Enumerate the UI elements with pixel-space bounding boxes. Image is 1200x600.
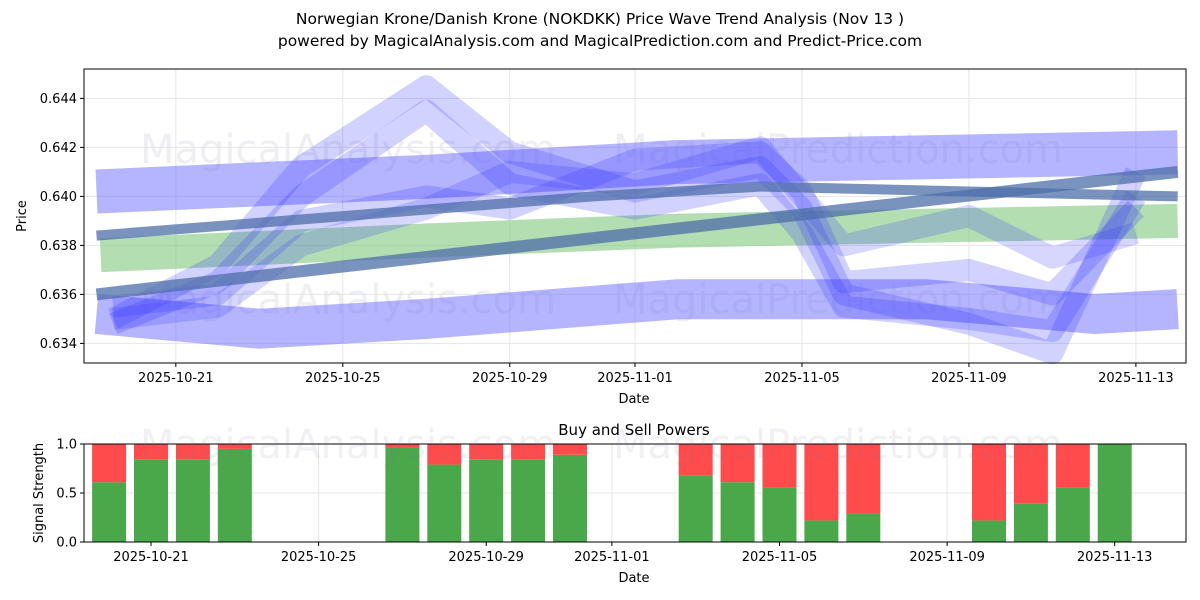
x-tick-label: 2025-11-01 <box>597 371 673 386</box>
buy-bar <box>1097 444 1132 542</box>
bar-chart-title: Buy and Sell Powers <box>558 421 710 439</box>
buy-bar <box>553 454 587 542</box>
y-tick-label: 0.5 <box>56 487 77 502</box>
series-wave-2 <box>109 99 1146 343</box>
x-tick-label: 2025-10-29 <box>472 371 548 386</box>
y-tick-label: 0.0 <box>56 536 77 551</box>
buy-bar <box>1013 503 1048 542</box>
series-wave-4 <box>111 136 1140 330</box>
sell-bar <box>92 444 127 483</box>
buy-bar <box>385 447 420 542</box>
sell-bar <box>804 444 839 521</box>
sell-bar <box>217 444 252 449</box>
series-trend-2 <box>96 181 1178 241</box>
sell-bar <box>553 444 587 455</box>
sell-bar <box>762 444 797 488</box>
buy-bar <box>720 482 755 542</box>
sell-bar <box>175 444 210 460</box>
series-upper-band <box>95 130 1179 214</box>
series-wave-3 <box>111 141 1144 318</box>
y-tick-label: 0.642 <box>40 141 77 156</box>
buy-bar <box>92 482 127 542</box>
sell-bar <box>427 444 462 465</box>
sell-bar <box>511 444 546 460</box>
y-axis-label: Price <box>15 200 30 232</box>
x-tick-label: 2025-11-09 <box>931 371 1007 386</box>
x-tick-label: 2025-10-29 <box>448 550 524 565</box>
series-wave-1 <box>108 75 1146 365</box>
sell-bar <box>1055 444 1090 488</box>
buy-bar <box>511 459 546 542</box>
watermark: MagicalAnalysis.com <box>140 422 556 468</box>
plot-frame <box>83 443 1187 543</box>
y-tick-label: 1.0 <box>56 438 77 453</box>
y-tick-label: 0.640 <box>40 190 77 205</box>
buy-bar <box>762 487 797 542</box>
y-tick-label: 0.636 <box>40 288 77 303</box>
buy-bar <box>469 459 504 542</box>
chart-title: Norwegian Krone/Danish Krone (NOKDKK) Pr… <box>295 10 905 28</box>
x-tick-label: 2025-11-05 <box>764 371 840 386</box>
bar-y-axis-label: Signal Strength <box>32 443 47 543</box>
buy-bar <box>134 459 168 542</box>
y-tick-label: 0.634 <box>40 337 77 352</box>
x-tick-label: 2025-11-05 <box>742 550 818 565</box>
sell-bar <box>1013 444 1048 504</box>
x-tick-label: 2025-10-25 <box>305 371 381 386</box>
sell-bar <box>469 444 504 460</box>
sell-bar <box>678 444 713 476</box>
x-tick-label: 2025-10-21 <box>138 371 214 386</box>
sell-bar <box>134 444 168 460</box>
plot-frame <box>83 68 1187 364</box>
x-tick-label: 2025-11-09 <box>909 550 985 565</box>
watermark: MagicalPrediction.com <box>613 422 1063 468</box>
sell-bar <box>846 444 881 514</box>
sell-bar <box>720 444 755 483</box>
buy-bar <box>217 448 252 542</box>
buy-bar <box>1055 487 1090 542</box>
x-tick-label: 2025-11-13 <box>1077 550 1153 565</box>
buy-bar <box>972 520 1006 542</box>
y-tick-label: 0.638 <box>40 239 77 254</box>
x-tick-label: 2025-10-21 <box>113 550 189 565</box>
y-tick-label: 0.644 <box>40 92 77 107</box>
buy-bar <box>427 464 462 542</box>
x-tick-label: 2025-11-13 <box>1098 371 1174 386</box>
buy-bar <box>175 459 210 542</box>
bar-x-axis-label: Date <box>618 571 649 586</box>
x-axis-label: Date <box>618 392 649 407</box>
x-tick-label: 2025-10-25 <box>281 550 357 565</box>
series-lower-band <box>94 279 1179 349</box>
sell-bar <box>385 444 420 448</box>
buy-bar <box>846 513 881 542</box>
buy-bar <box>804 520 839 542</box>
sell-bar <box>972 444 1006 521</box>
chart-subtitle: powered by MagicalAnalysis.com and Magic… <box>277 32 923 50</box>
x-tick-label: 2025-11-01 <box>574 550 650 565</box>
buy-bar <box>678 475 713 542</box>
